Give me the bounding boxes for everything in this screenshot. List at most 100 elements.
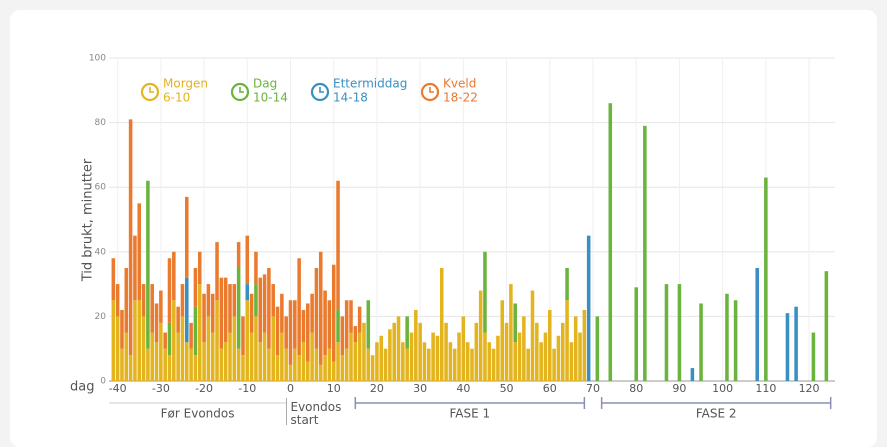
bar-segment	[491, 348, 496, 381]
legend-time: 10-14	[253, 91, 288, 105]
legend-icon	[140, 82, 160, 102]
x-axis-label: dag	[70, 380, 94, 395]
bar-segment	[197, 284, 202, 381]
bar-segment	[331, 264, 336, 362]
bar-segment	[379, 335, 384, 381]
bar-segment	[543, 332, 548, 381]
bar-segment	[167, 355, 172, 381]
bar-segment	[258, 277, 263, 343]
bar-segment	[206, 316, 211, 381]
bar-segment	[163, 332, 167, 349]
bar-segment	[318, 251, 323, 365]
bar-segment	[582, 309, 587, 381]
bar-segment	[185, 342, 189, 381]
bar-segment	[578, 332, 582, 381]
bar-segment	[241, 355, 245, 381]
bar-segment	[396, 316, 401, 381]
bar-segment	[725, 293, 729, 381]
bar-segment	[120, 309, 124, 349]
bar-segment	[608, 103, 613, 381]
bar-segment	[146, 348, 150, 381]
bar-segment	[288, 364, 293, 381]
bar-segment	[435, 335, 440, 381]
bar-segment	[306, 361, 310, 381]
x-tick-label: 20	[370, 382, 384, 395]
bar-segment	[323, 290, 327, 356]
bar-segment	[210, 332, 215, 381]
bar-segment	[327, 300, 332, 349]
bar-segment	[474, 322, 479, 381]
bar-segment	[586, 235, 591, 381]
legend-label: Dag	[253, 77, 277, 91]
bar-segment	[310, 332, 314, 381]
legend-icon-hands	[319, 87, 324, 93]
bar-segment	[297, 258, 301, 356]
bar-segment	[427, 348, 431, 381]
bar-segment	[461, 316, 466, 381]
bar-segment	[487, 342, 492, 381]
bar-segment	[340, 316, 345, 356]
bar-segment	[794, 306, 798, 381]
bar-segment	[280, 332, 284, 381]
bar-segment	[336, 309, 340, 343]
bar-segment	[210, 293, 215, 333]
bar-segment	[513, 342, 517, 381]
bar-segment	[310, 293, 314, 333]
bar-segment	[733, 300, 738, 381]
bar-segment	[249, 293, 254, 333]
bar-segment	[383, 348, 388, 381]
annotation-label: Før Evondos	[161, 407, 235, 421]
x-tick-label: 50	[500, 382, 514, 395]
bar-segment	[465, 342, 470, 381]
bar-segment	[422, 342, 427, 381]
bar-segment	[699, 303, 703, 381]
bar-segment	[241, 316, 245, 356]
bar-segment	[405, 316, 409, 349]
bar-segment	[366, 348, 371, 381]
bar-segment	[223, 342, 228, 381]
bar-segment	[565, 267, 569, 301]
bar-segment	[193, 267, 198, 307]
bar-segment	[176, 332, 180, 381]
legend-icon	[230, 82, 250, 102]
bar-segment	[509, 284, 513, 381]
bar-segment	[236, 348, 241, 381]
bar-segment	[232, 284, 237, 317]
bar-segment	[457, 332, 461, 381]
bar-segment	[643, 125, 647, 381]
y-tick-label: 0	[100, 377, 106, 387]
bar-segment	[336, 180, 340, 310]
bar-segment	[215, 300, 219, 381]
annotation-label: FASE 1	[450, 407, 491, 421]
bar-segment	[535, 322, 539, 381]
bar-segment	[197, 251, 202, 285]
bar-segment	[223, 277, 228, 343]
bar-segment	[215, 242, 219, 301]
bar-segment	[245, 235, 250, 285]
bar-segment	[548, 309, 552, 381]
bar-segment	[444, 322, 448, 381]
bar-segment	[111, 258, 116, 301]
bar-segment	[517, 332, 522, 381]
bar-segment	[664, 284, 669, 381]
bar-segment	[267, 348, 271, 381]
bar-segment	[513, 303, 517, 343]
legend-icon	[310, 82, 330, 102]
legend-label: Ettermiddag	[333, 77, 407, 91]
bar-segment	[254, 251, 258, 285]
y-tick-label: 100	[89, 54, 106, 64]
bar-segment	[357, 306, 362, 333]
bar-segment	[314, 267, 319, 349]
legend-time: 18-22	[443, 91, 478, 105]
bar-segment	[405, 348, 409, 381]
bar-segment	[167, 322, 172, 356]
x-tick-label: 70	[586, 382, 600, 395]
bar-segment	[573, 316, 578, 381]
bar-segment	[336, 342, 340, 381]
x-tick-label: 120	[799, 382, 820, 395]
bar-segment	[284, 316, 288, 349]
bar-segment	[258, 342, 263, 381]
